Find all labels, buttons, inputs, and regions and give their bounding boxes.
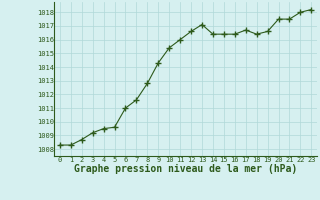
X-axis label: Graphe pression niveau de la mer (hPa): Graphe pression niveau de la mer (hPa)	[74, 164, 297, 174]
